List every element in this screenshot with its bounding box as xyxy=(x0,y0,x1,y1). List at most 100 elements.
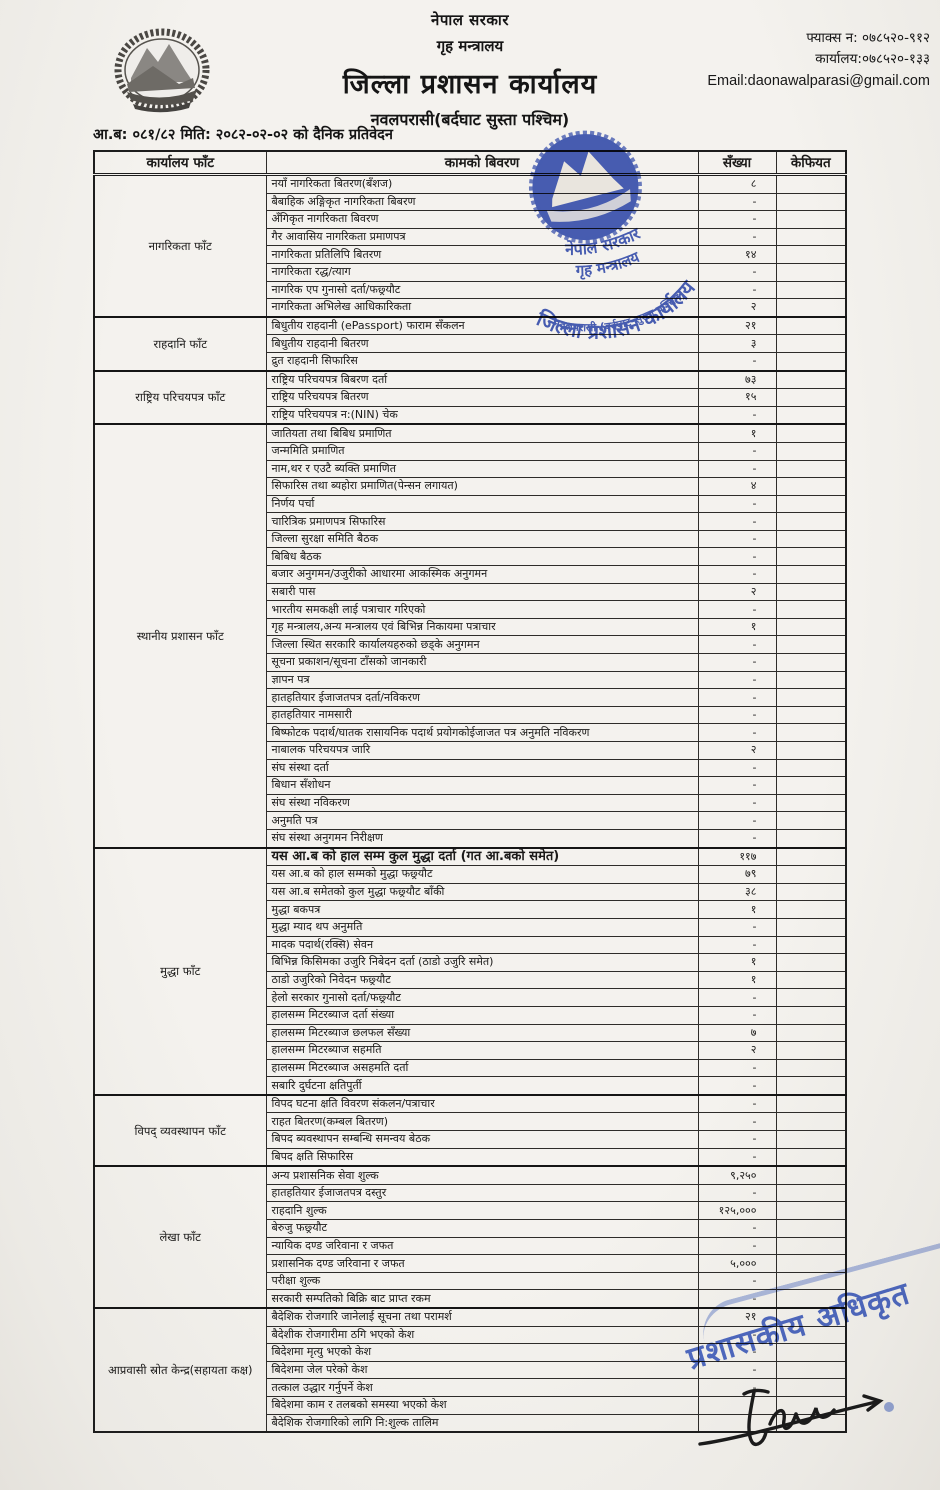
count-cell: - xyxy=(697,1183,777,1203)
remark-cell xyxy=(775,459,847,479)
remark-cell xyxy=(775,1219,847,1238)
table-row: बिदेशमा जेल परेको केश - xyxy=(94,1360,847,1380)
work-description-cell: जिल्ला सुरक्षा समिति बैठक xyxy=(265,529,699,549)
count-cell: - xyxy=(697,192,777,212)
work-description-cell: हालसम्म मिटरब्याज असहमति दर्ता xyxy=(265,1058,699,1078)
report-title-line: आ.ब: ०८१/८२ मिति: २०८२-०२-०२ को दैनिक प्… xyxy=(93,127,393,143)
table-row: हातहतियार नामसारी - xyxy=(94,705,847,725)
office-section-label: राष्ट्रिय परिचयपत्र फाँट xyxy=(93,369,267,425)
remark-cell xyxy=(775,512,847,531)
remark-cell xyxy=(775,369,847,390)
remark-cell xyxy=(775,741,847,760)
count-cell xyxy=(697,1413,777,1433)
remark-cell xyxy=(775,1271,847,1291)
remark-cell xyxy=(775,477,847,496)
work-description-cell: नाबालक परिचयपत्र जारि xyxy=(265,741,699,760)
count-cell: - xyxy=(697,1378,777,1397)
remark-cell xyxy=(775,192,847,212)
count-cell: - xyxy=(697,793,777,813)
work-description-cell: प्रशासनिक दण्ड जरिवाना र जफत xyxy=(265,1254,699,1273)
remark-cell xyxy=(775,882,847,902)
remark-cell xyxy=(775,635,847,655)
remark-cell xyxy=(775,688,847,707)
count-cell: - xyxy=(697,600,777,619)
office-section-label: नागरिकता फाँट xyxy=(93,173,267,318)
work-description-cell: राष्ट्रिय परिचयपत्र बितरण xyxy=(265,388,699,407)
email-address: Email:daonawalparasi@gmail.com xyxy=(707,73,930,89)
work-description-cell: अनुमति पत्र xyxy=(265,811,699,830)
count-cell: ७ xyxy=(697,1023,777,1043)
remark-cell xyxy=(775,811,847,830)
count-cell: - xyxy=(697,441,777,461)
remark-cell xyxy=(775,970,847,990)
table-row: परीक्षा शुल्क - xyxy=(94,1271,847,1291)
work-description-cell: नागरिकता रद्ध/त्याग xyxy=(265,262,699,282)
work-description-cell: बेरुजु फछ्र्यौट xyxy=(265,1219,699,1238)
remark-cell xyxy=(775,1325,847,1345)
count-cell: २१ xyxy=(697,315,777,336)
table-row: विपद् व्यवस्थापन फाँट विपद घटना क्षति विव… xyxy=(93,1093,847,1167)
work-description-cell: राहदानि शुल्क xyxy=(265,1201,699,1221)
work-description-cell: सबारी पास xyxy=(265,582,699,602)
column-header-work-description: कामको बिवरण xyxy=(265,150,699,176)
office-section-label: स्थानीय प्रशासन फाँट xyxy=(93,423,267,849)
work-description-cell: जन्ममिति प्रमाणित xyxy=(265,441,699,461)
table-row: नागरिकता फाँट नयाँ नागरिकता बितरण(बँशज) ८ xyxy=(93,173,847,318)
work-description-cell: बिधुतीय राहदानी बितरण xyxy=(265,334,699,353)
count-cell: - xyxy=(697,1005,777,1025)
table-row: निर्णय पर्चा - xyxy=(94,494,847,514)
work-description-cell: बिधुतीय राहदानी (ePassport) फाराम सँकलन xyxy=(265,315,699,336)
remark-cell xyxy=(775,1005,847,1025)
remark-cell xyxy=(775,210,847,229)
remark-cell xyxy=(775,793,847,813)
work-description-cell: नयाँ नागरिकता बितरण(बँशज) xyxy=(265,173,699,194)
remark-cell xyxy=(775,988,847,1007)
count-cell: १२५,००० xyxy=(697,1201,777,1221)
table-row: बजार अनुगमन/उजुरीको आधारमा आकस्मिक अनुगम… xyxy=(94,565,847,584)
work-description-cell: गैर आवासिय नागरिकता प्रमाणपत्र xyxy=(265,227,699,247)
work-description-cell: मुद्धा बकपत्र xyxy=(265,900,699,919)
table-row: आप्रवासी स्रोत केन्द्र(सहायता कक्ष) बैदेश… xyxy=(93,1306,847,1433)
count-cell: २ xyxy=(697,741,777,760)
count-cell: - xyxy=(697,1325,777,1345)
table-row: लेखा फाँट अन्य प्रशासनिक सेवा शुल्क ९,२५० xyxy=(93,1165,847,1309)
remark-cell xyxy=(775,423,847,443)
remark-cell xyxy=(775,653,847,672)
work-description-cell: हातहतियार ईजाजतपत्र दर्ता/नविकरण xyxy=(265,688,699,707)
work-description-cell: परीक्षा शुल्क xyxy=(265,1271,699,1291)
count-cell: - xyxy=(697,635,777,655)
table-row: द्रुत राहदानी सिफारिस - xyxy=(94,351,847,372)
table-row: राष्ट्रिय परिचयपत्र फाँट राष्ट्रिय परिचयप… xyxy=(93,369,847,425)
work-description-cell: हातहतियार नामसारी xyxy=(265,705,699,725)
count-cell: २ xyxy=(697,1041,777,1060)
remark-cell xyxy=(775,1306,847,1327)
remark-cell xyxy=(775,846,847,867)
remark-cell xyxy=(775,351,847,372)
work-description-cell: मादक पदार्थ(रक्सि) सेवन xyxy=(265,935,699,955)
table-row: हातहतियार ईजाजतपत्र दर्ता/नविकरण - xyxy=(94,688,847,707)
count-cell: १ xyxy=(697,900,777,919)
work-description-cell: नागरिक एप गुनासो दर्ता/फछ्र्यौट xyxy=(265,280,699,300)
count-cell: ७३ xyxy=(697,369,777,390)
count-cell: ८ xyxy=(697,173,777,194)
count-cell: ७९ xyxy=(697,865,777,884)
work-description-cell: बैबाहिक अङ्गिकृत नागरिकता बिबरण xyxy=(265,192,699,212)
work-description-cell: सिफारिस तथा ब्यहोरा प्रमाणित(पेन्सन लगाय… xyxy=(265,477,699,496)
table-row: सूचना प्रकाशन/सूचना टाँसको जानकारी - xyxy=(94,653,847,672)
remark-cell xyxy=(775,334,847,353)
count-cell: - xyxy=(697,210,777,229)
table-row: सरकारी सम्पतिको बिक्रि बाट प्राप्त रकम - xyxy=(94,1289,847,1309)
count-cell: - xyxy=(697,988,777,1007)
work-description-cell: संघ संस्था दर्ता xyxy=(265,758,699,778)
work-description-cell: राष्ट्रिय परिचयपत्र बिबरण दर्ता xyxy=(265,369,699,390)
remark-cell xyxy=(775,280,847,300)
work-description-cell: निर्णय पर्चा xyxy=(265,494,699,514)
work-description-cell: द्रुत राहदानी सिफारिस xyxy=(265,351,699,372)
count-cell: - xyxy=(697,1058,777,1078)
table-row: राहदानि फाँट बिधुतीय राहदानी (ePassport) … xyxy=(93,315,847,372)
table-row: हालसम्म मिटरब्याज असहमति दर्ता - xyxy=(94,1058,847,1078)
remark-cell xyxy=(775,600,847,619)
remark-cell xyxy=(775,1165,847,1185)
count-cell: ३ xyxy=(697,334,777,353)
work-description-cell: अन्य प्रशासनिक सेवा शुल्क xyxy=(265,1165,699,1185)
